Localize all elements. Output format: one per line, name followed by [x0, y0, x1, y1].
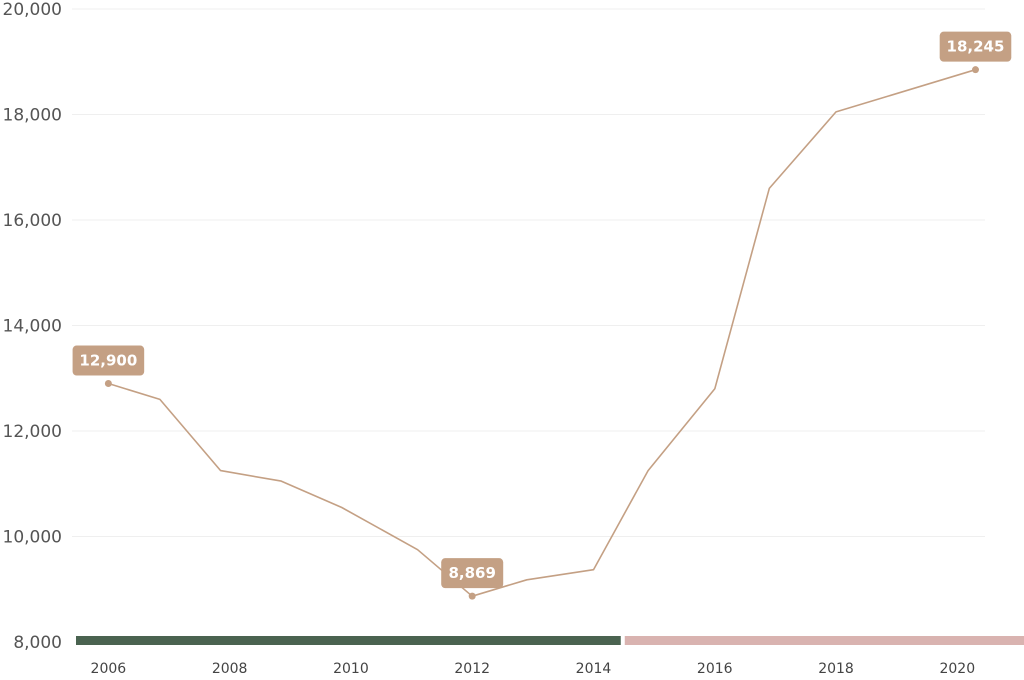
x-tick-label: 2020 [939, 661, 975, 677]
y-tick-label: 10,000 [3, 528, 62, 548]
callout-box [441, 558, 504, 589]
x-tick-label: 2014 [576, 661, 612, 677]
y-tick-label: 12,000 [3, 422, 62, 442]
callout-marker [468, 592, 476, 600]
x-axis-ticks: 2006 2008 2010 2012 2014 2016 2018 2020 [91, 661, 976, 677]
callout-box [939, 31, 1012, 62]
callout-marker [971, 66, 979, 74]
value-callouts: 12,900 8,869 18,245 [72, 31, 1012, 600]
x-tick-label: 2018 [818, 661, 854, 677]
callout-label: 8,869 [448, 564, 495, 582]
callout-marker [104, 380, 112, 388]
x-tick-label: 2006 [91, 661, 127, 677]
callout-box [72, 345, 145, 376]
series-lines [107, 68, 977, 597]
x-tick-label: 2016 [697, 661, 733, 677]
callout-label: 18,245 [947, 38, 1005, 56]
period-band [76, 636, 621, 645]
y-tick-label: 16,000 [3, 211, 62, 231]
period-bands [76, 636, 1024, 645]
x-tick-label: 2012 [454, 661, 490, 677]
y-tick-label: 18,000 [3, 106, 62, 126]
series-line [107, 68, 977, 597]
y-axis-ticks: 8,000 10,000 12,000 14,000 16,000 18,000 20,00… [3, 0, 62, 653]
y-tick-label: 14,000 [3, 317, 62, 337]
y-tick-label: 8,000 [13, 633, 62, 653]
period-band [624, 636, 1024, 645]
x-tick-label: 2010 [333, 661, 369, 677]
callout-label: 12,900 [79, 352, 137, 370]
y-tick-label: 20,000 [3, 0, 62, 20]
grid-lines [72, 8, 985, 537]
x-tick-label: 2008 [212, 661, 248, 677]
